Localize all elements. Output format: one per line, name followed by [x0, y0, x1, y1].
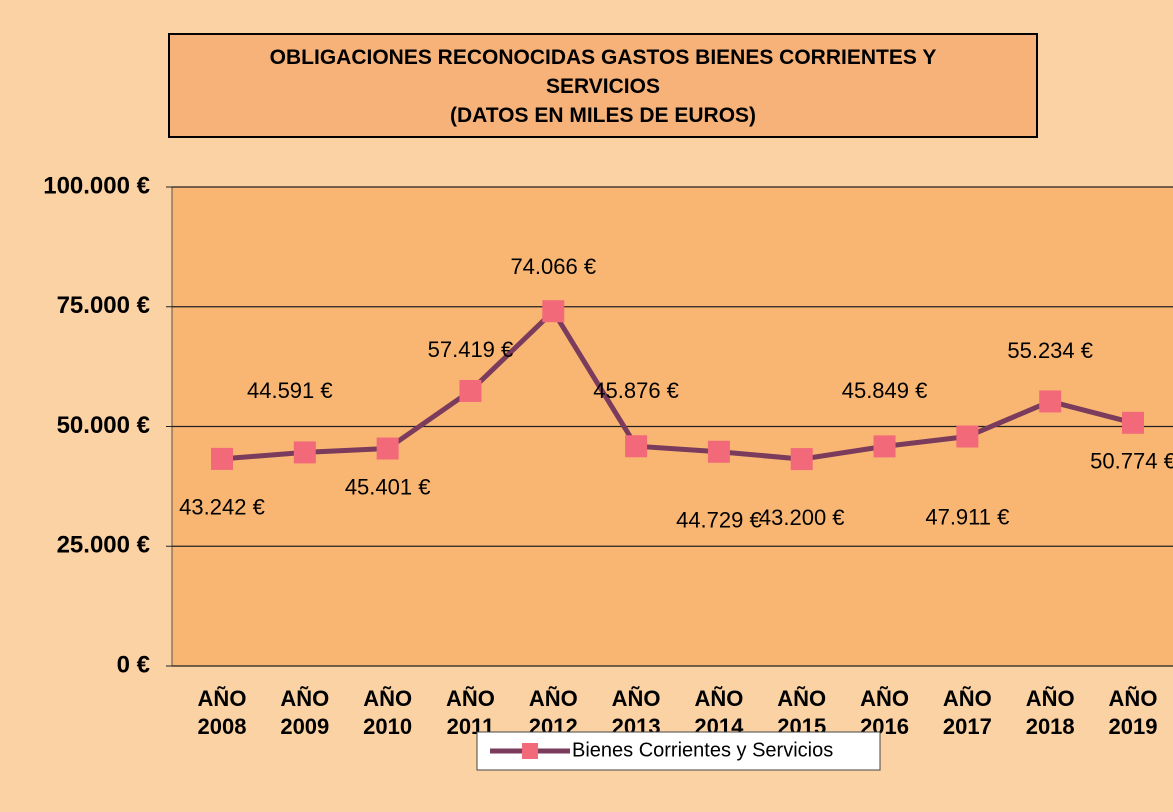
x-tick-label: AÑO 2010: [363, 686, 412, 739]
data-label: 44.729 €: [676, 508, 762, 533]
y-tick-label: 75.000 €: [57, 292, 150, 319]
marker: [1122, 411, 1144, 434]
x-tick-label: AÑO 2018: [1026, 686, 1075, 739]
y-tick-label: 0 €: [117, 651, 150, 678]
y-tick-label: 25.000 €: [57, 532, 150, 559]
x-tick-label-line: AÑO: [529, 686, 578, 711]
x-tick-label: AÑO 2014: [694, 686, 744, 739]
data-label: 45.849 €: [842, 378, 928, 403]
x-tick-label-line: AÑO: [860, 686, 909, 711]
x-tick-label: AÑO 2013: [612, 686, 661, 739]
data-label: 55.234 €: [1007, 338, 1093, 363]
marker: [459, 379, 482, 402]
data-label: 57.419 €: [428, 337, 514, 362]
data-label: 50.774 €: [1090, 449, 1173, 474]
x-tick-label: AÑO 2016: [860, 686, 909, 739]
x-tick-label: AÑO 2017: [943, 686, 992, 739]
x-tick-label-line: AÑO: [943, 686, 992, 711]
series-line: [221, 307, 1134, 462]
marker: [211, 447, 233, 470]
x-tick-label-line: 2008: [198, 714, 247, 739]
x-tick-label: AÑO 2019: [1109, 686, 1158, 739]
marker: [1039, 390, 1062, 413]
legend-label: Bienes Corrientes y Servicios: [572, 739, 833, 761]
x-tick-label-line: AÑO: [694, 686, 743, 711]
x-tick-label-line: AÑO: [612, 686, 661, 711]
data-label: 44.591 €: [247, 378, 333, 403]
marker: [873, 435, 896, 458]
marker: [707, 440, 730, 463]
title-box: OBLIGACIONES RECONOCIDAS GASTOS BIENES C…: [168, 33, 1038, 138]
x-tick-label-line: 2019: [1109, 714, 1158, 739]
chart-subtitle: (DATOS EN MILES DE EUROS): [449, 104, 757, 127]
x-tick-label: AÑO 2015: [777, 686, 826, 739]
data-label: 45.876 €: [593, 378, 679, 403]
x-tick-label: AÑO 2008: [198, 686, 247, 739]
x-tick-label-line: AÑO: [777, 686, 826, 711]
marker: [625, 435, 648, 458]
x-tick-label: AÑO 2012: [529, 686, 578, 739]
x-tick-label: AÑO 2009: [280, 686, 329, 739]
chart-title: OBLIGACIONES RECONOCIDAS GASTOS BIENES C…: [269, 46, 937, 98]
data-label: 47.911 €: [925, 504, 1009, 529]
x-tick-label-line: 2009: [280, 714, 329, 739]
x-tick-label-line: AÑO: [446, 686, 495, 711]
x-tick-label-line: 2010: [363, 714, 412, 739]
x-tick-label-line: AÑO: [280, 686, 329, 711]
x-tick-label-line: AÑO: [1026, 686, 1075, 711]
marker: [956, 425, 979, 448]
y-tick-label: 50.000 €: [57, 412, 150, 439]
data-label: 43.200 €: [759, 505, 845, 530]
x-tick-label-line: 2018: [1026, 714, 1075, 739]
x-tick-label-line: AÑO: [363, 686, 412, 711]
y-tick-label: 100.000 €: [43, 172, 150, 199]
marker: [293, 441, 316, 464]
x-tick-label-line: AÑO: [1109, 686, 1158, 711]
legend-marker: [522, 743, 538, 759]
marker: [542, 300, 565, 323]
data-label: 74.066 €: [510, 254, 596, 279]
x-tick-label-line: 2017: [943, 714, 992, 739]
marker: [790, 448, 813, 471]
data-label: 45.401 €: [345, 474, 431, 499]
x-tick-label-line: AÑO: [198, 686, 247, 711]
x-tick-label: AÑO 2011: [446, 686, 495, 739]
data-label: 43.242 €: [179, 495, 265, 520]
marker: [376, 437, 399, 460]
